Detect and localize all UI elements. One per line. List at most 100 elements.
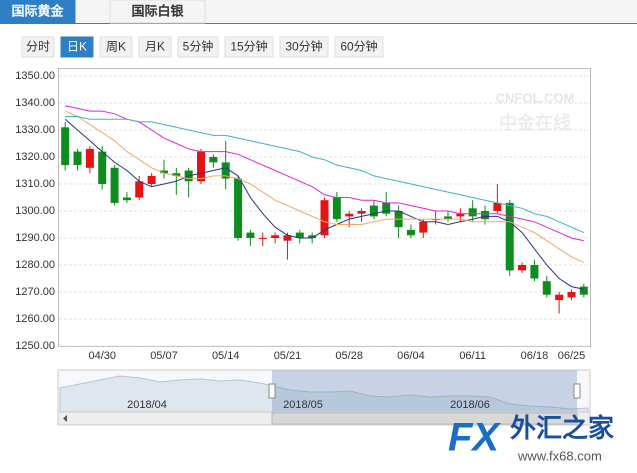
x-tick-label: 05/14 xyxy=(212,350,240,362)
tab[interactable] xyxy=(109,0,206,24)
period-label: 60分钟 xyxy=(340,39,377,54)
candle-body xyxy=(258,238,267,239)
x-tick-label: 06/11 xyxy=(459,350,486,362)
y-tick-label: 1340.00 xyxy=(15,97,55,109)
x-tick-label: 05/07 xyxy=(150,350,178,362)
period-button[interactable] xyxy=(21,36,55,58)
candle-body xyxy=(579,286,588,295)
navigator-label: 2018/06 xyxy=(450,399,490,411)
period-label: 日K xyxy=(67,40,87,54)
candle-body xyxy=(505,202,514,271)
period-button[interactable] xyxy=(224,36,274,58)
candle-body xyxy=(197,151,206,182)
candle-body xyxy=(73,151,82,166)
tab-label: 国际白银 xyxy=(131,3,184,18)
navigator: 2018/04 2018/05 2018/06 xyxy=(57,369,591,426)
scroll-left[interactable] xyxy=(63,415,67,422)
candle-body xyxy=(147,175,156,184)
y-tick-label: 1250.00 xyxy=(15,340,55,352)
period-button[interactable] xyxy=(99,36,133,58)
candle-body xyxy=(468,208,477,217)
candle-body xyxy=(308,235,317,238)
y-tick-label: 1260.00 xyxy=(15,313,55,325)
period-label: 周K xyxy=(106,40,126,54)
tab-label: 国际黄金 xyxy=(11,3,64,18)
candle-body xyxy=(567,292,576,298)
logo-text: 外汇之家 xyxy=(510,413,614,443)
period-button[interactable] xyxy=(279,36,329,58)
candle-body xyxy=(283,235,292,241)
x-tick-label: 05/21 xyxy=(274,350,302,362)
candle-body xyxy=(110,167,119,203)
ma-line xyxy=(64,118,584,290)
period-label: 分时 xyxy=(26,40,50,54)
candle-body xyxy=(332,197,341,220)
navigator-label: 2018/04 xyxy=(127,399,167,411)
navigator-handle[interactable] xyxy=(268,383,276,399)
candle-body xyxy=(345,213,354,217)
navigator-label: 2018/05 xyxy=(283,399,323,411)
candle-body xyxy=(61,127,70,166)
candle-body xyxy=(221,162,230,179)
candle-body xyxy=(320,200,329,236)
candle-body xyxy=(357,211,366,214)
ma-line xyxy=(65,116,585,234)
ma-line xyxy=(65,105,584,242)
x-tick-label: 06/18 xyxy=(521,350,549,362)
logo-url: www.fx68.com xyxy=(517,448,602,463)
x-tick-label: 06/25 xyxy=(558,350,586,362)
candle-body xyxy=(419,221,428,233)
y-tick-label: 1330.00 xyxy=(15,124,55,136)
navigator-handle[interactable] xyxy=(573,383,581,399)
candle-body xyxy=(493,202,502,211)
candle-body xyxy=(122,197,131,201)
navigator-area xyxy=(59,375,589,413)
period-label: 15分钟 xyxy=(230,39,267,54)
candle-body xyxy=(382,202,391,214)
tab[interactable] xyxy=(0,0,76,24)
x-tick-label: 06/04 xyxy=(397,350,425,362)
period-button[interactable] xyxy=(138,36,172,58)
candle-body xyxy=(518,265,527,271)
candle-body xyxy=(481,211,490,220)
y-tick-label: 1320.00 xyxy=(15,151,55,163)
x-tick-label: 04/30 xyxy=(88,350,116,362)
y-tick-label: 1350.00 xyxy=(15,70,55,82)
x-tick-label: 05/28 xyxy=(335,350,363,362)
period-label: 月K xyxy=(145,40,165,54)
watermark: 中金在线 xyxy=(499,112,571,133)
period-button[interactable] xyxy=(60,36,94,58)
candle-body xyxy=(406,229,415,236)
y-tick-label: 1280.00 xyxy=(15,259,55,271)
candle-body xyxy=(456,213,465,217)
candle-body xyxy=(85,148,94,168)
scrollbar-thumb[interactable] xyxy=(271,412,578,425)
y-tick-label: 1310.00 xyxy=(15,178,55,190)
candle-body xyxy=(98,151,107,184)
y-tick-label: 1270.00 xyxy=(15,286,55,298)
candle-body xyxy=(172,173,181,176)
candle-body xyxy=(443,216,452,220)
navigator-selection[interactable] xyxy=(272,370,577,412)
period-label: 30分钟 xyxy=(285,39,322,54)
candle-body xyxy=(295,232,304,238)
candle-body xyxy=(530,265,539,279)
candle-body xyxy=(542,281,551,295)
period-button[interactable] xyxy=(334,36,384,58)
y-tick-label: 1290.00 xyxy=(15,232,55,244)
period-button[interactable] xyxy=(177,36,219,58)
y-tick-label: 1300.00 xyxy=(15,205,55,217)
tab-bar xyxy=(0,0,637,24)
ma-line xyxy=(64,110,585,263)
candle-body xyxy=(246,232,255,238)
candle-body xyxy=(369,205,378,217)
candle-body xyxy=(234,178,243,238)
logo-fx: FX xyxy=(448,416,501,460)
watermark: CNFOL.COM xyxy=(496,90,575,105)
candle-body xyxy=(271,235,280,238)
candle-body xyxy=(209,157,218,163)
candle-body xyxy=(159,170,168,174)
period-label: 5分钟 xyxy=(183,39,214,54)
candle-body xyxy=(555,294,564,301)
